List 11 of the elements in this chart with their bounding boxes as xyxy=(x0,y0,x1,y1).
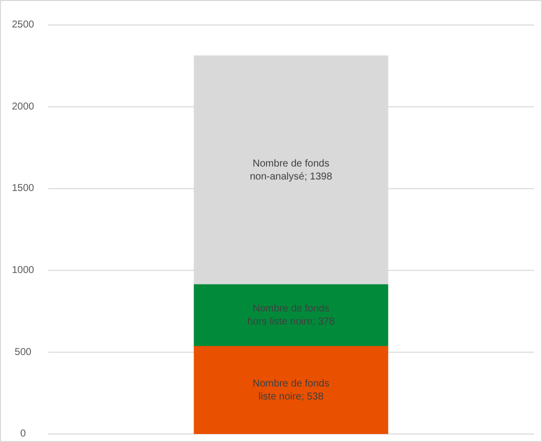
y-tick-label: 500 xyxy=(14,346,32,358)
data-label: Nombre de fonds non-analysé; 1398 xyxy=(250,158,333,182)
y-tick-label: 1500 xyxy=(12,183,35,194)
data-label: Nombre de fonds liste noire; 538 xyxy=(252,378,330,402)
y-tick-label: 0 xyxy=(20,428,26,440)
y-tick-label: 2500 xyxy=(12,20,35,31)
y-tick-label: 1000 xyxy=(12,265,35,276)
y-tick-label: 2000 xyxy=(12,101,35,112)
bar xyxy=(194,284,388,346)
data-label: Nombre de fonds hors liste noire; 378 xyxy=(247,303,336,328)
bar xyxy=(194,346,388,434)
